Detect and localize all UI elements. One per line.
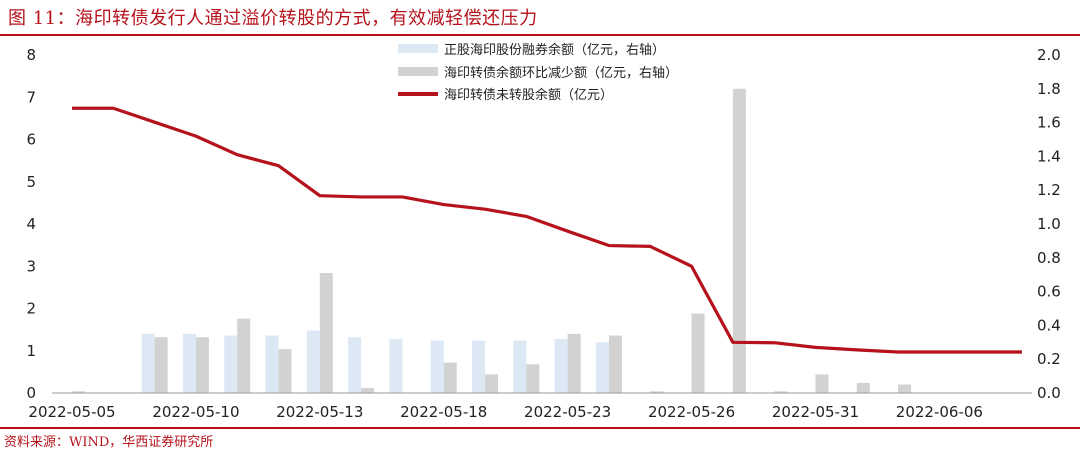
margin-balance-bar (306, 330, 320, 393)
right-axis-tick-label: 0.0 (1037, 384, 1061, 402)
legend-label-balance: 海印转债未转股余额（亿元） (444, 87, 613, 103)
decrease-bar (361, 387, 375, 393)
legend: 正股海印股份融券余额（亿元，右轴） 海印转债余额环比减少额（亿元，右轴） 海印转… (398, 42, 678, 103)
left-axis-tick-label: 3 (26, 257, 36, 275)
margin-balance-bar (224, 335, 238, 393)
decrease-bar (650, 391, 664, 393)
right-axis-tick-label: 1.4 (1037, 147, 1061, 165)
left-axis-tick-label: 2 (26, 300, 36, 318)
x-axis-ticks: 2022-05-05 2022-05-10 2022-05-13 2022-05-18… (28, 403, 983, 421)
decrease-bar (815, 374, 829, 393)
decrease-bar (319, 273, 333, 393)
legend-swatch-decrease (398, 67, 438, 76)
margin-balance-bar (348, 337, 362, 393)
right-axis-tick-label: 1.0 (1037, 215, 1061, 233)
x-axis-tick-label: 2022-05-31 (772, 403, 859, 421)
margin-balance-bar (265, 335, 279, 393)
right-axis-ticks: 0.0 0.2 0.4 0.6 0.8 1.0 1.2 1.4 1.6 1.8 2.0 (1037, 46, 1061, 402)
balance-line (72, 106, 1022, 354)
right-axis-tick-label: 0.2 (1037, 350, 1061, 368)
margin-balance-bar (554, 338, 568, 393)
left-axis-tick-label: 5 (26, 173, 36, 191)
decrease-bar (567, 333, 581, 393)
left-axis-tick-label: 4 (26, 215, 36, 233)
margin-balance-bar (595, 342, 609, 393)
margin-balance-bar (141, 333, 155, 393)
decrease-bar (72, 391, 85, 393)
decrease-bar (898, 384, 912, 393)
decrease-bar (485, 374, 499, 393)
top-rule (0, 34, 1080, 36)
x-axis-tick-label: 2022-05-05 (28, 403, 115, 421)
legend-label-margin: 正股海印股份融券余额（亿元，右轴） (444, 42, 665, 58)
x-axis-tick-label: 2022-06-06 (896, 403, 983, 421)
bottom-rule (0, 427, 1080, 429)
left-axis-tick-label: 8 (26, 46, 36, 64)
right-axis-tick-label: 2.0 (1037, 46, 1061, 64)
decrease-bar (443, 362, 457, 393)
decrease-bar (526, 364, 540, 393)
left-axis-tick-label: 7 (26, 88, 36, 106)
left-axis-ticks: 0 1 2 3 4 5 6 7 8 (26, 46, 36, 402)
right-axis-tick-label: 0.8 (1037, 249, 1061, 267)
x-axis-tick-label: 2022-05-10 (152, 403, 239, 421)
left-axis-tick-label: 6 (26, 131, 36, 149)
right-axis-tick-label: 1.8 (1037, 80, 1061, 98)
right-axis-tick-label: 0.6 (1037, 283, 1061, 301)
chart-title: 图 11：海印转债发行人通过溢价转股的方式，有效减轻偿还压力 (8, 8, 538, 29)
x-axis-tick-label: 2022-05-23 (524, 403, 611, 421)
decrease-bar (856, 382, 870, 393)
margin-balance-bar (430, 340, 444, 393)
decrease-bar (774, 391, 788, 393)
margin-balance-bar (182, 333, 196, 393)
source-note: 资料来源：WIND，华西证券研究所 (4, 435, 214, 450)
decrease-bar (237, 318, 251, 393)
right-axis-tick-label: 1.2 (1037, 181, 1061, 199)
right-axis-tick-label: 1.6 (1037, 114, 1061, 132)
legend-label-decrease: 海印转债余额环比减少额（亿元，右轴） (444, 65, 678, 81)
margin-balance-bar (513, 340, 527, 393)
legend-swatch-margin (398, 44, 438, 53)
decrease-bar (195, 337, 209, 393)
decrease-bar (278, 349, 292, 393)
bar-series (72, 88, 912, 394)
chart: 0 1 2 3 4 5 6 7 8 0.0 0.2 0.4 0.6 0.8 1.0 1.2 1.4 1.6 1.8… (26, 42, 1061, 421)
decrease-bar (691, 313, 705, 393)
line-series (72, 106, 1022, 354)
decrease-bar (608, 335, 622, 393)
right-axis-tick-label: 0.4 (1037, 316, 1061, 334)
x-axis-tick-label: 2022-05-18 (400, 403, 487, 421)
left-axis-tick-label: 1 (26, 342, 36, 360)
x-axis-tick-label: 2022-05-26 (648, 403, 735, 421)
x-axis-tick-label: 2022-05-13 (276, 403, 363, 421)
margin-balance-bar (389, 338, 403, 393)
decrease-bar (732, 88, 746, 394)
margin-balance-bar (472, 340, 486, 393)
left-axis-tick-label: 0 (26, 384, 36, 402)
decrease-bar (154, 337, 168, 393)
